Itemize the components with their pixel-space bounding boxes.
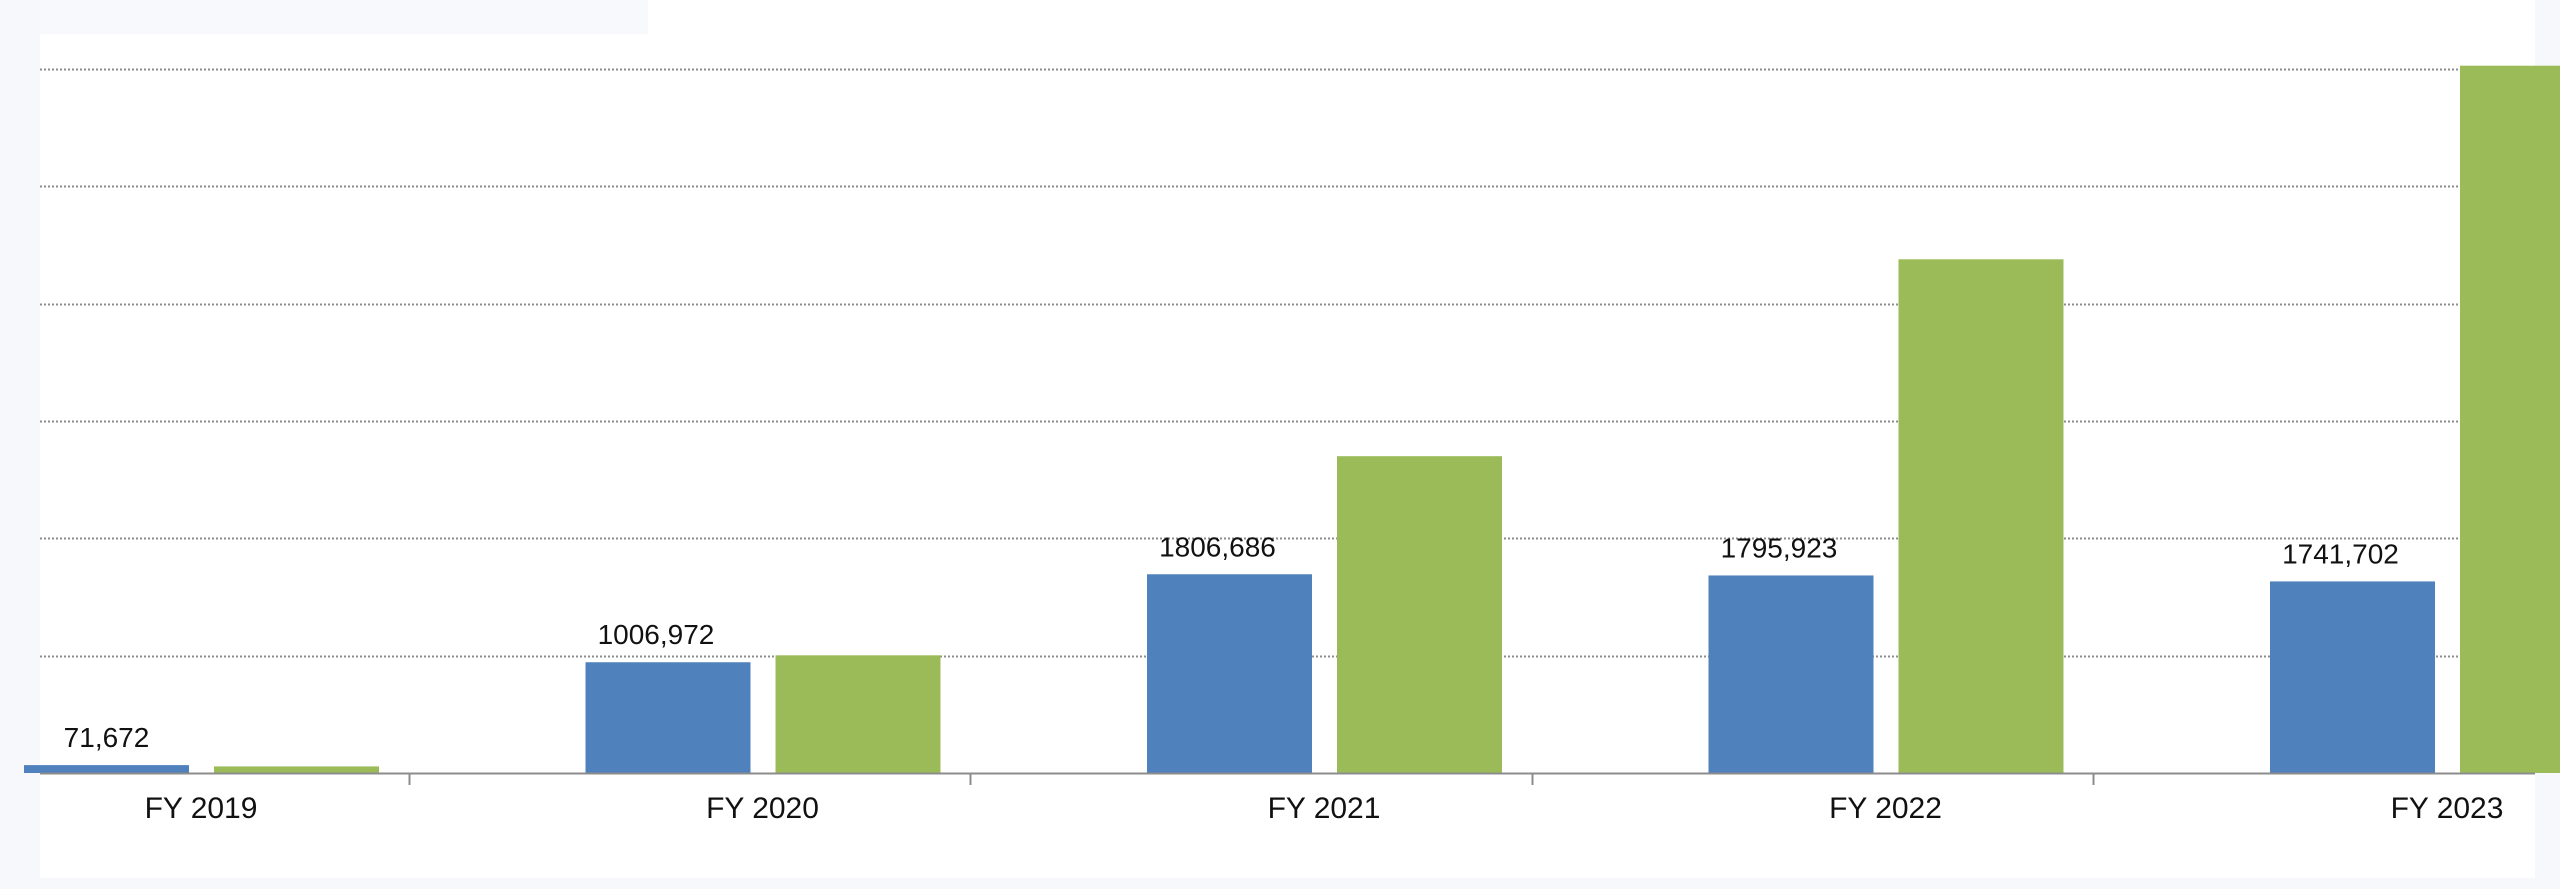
x-axis [40, 772, 2535, 785]
data-label-fy-2020: 1006,972 [598, 619, 715, 650]
data-label-fy-2022: 1795,923 [1721, 532, 1838, 563]
bar-blue-fy-2022 [1708, 575, 1874, 773]
bar-blue-fy-2021 [1147, 574, 1312, 773]
x-tick-label-fy-2022: FY 2022 [1829, 792, 1942, 825]
bar-green-fy-2023 [2460, 65, 2560, 773]
top-left-faint-band [40, 0, 648, 34]
x-tick-label-fy-2021: FY 2021 [1268, 792, 1381, 825]
x-tick-label-fy-2020: FY 2020 [706, 792, 819, 825]
bar-blue-fy-2020 [585, 662, 751, 773]
x-tick-label-fy-2019: FY 2019 [145, 792, 258, 825]
bar-green-fy-2019 [214, 766, 379, 773]
bars [24, 65, 2560, 773]
bar-green-fy-2021 [1337, 456, 1502, 773]
data-label-fy-2021: 1806,686 [1159, 531, 1276, 562]
labels: 71,672 FY 2019 1006,972 FY 2020 1806,686 FY 2… [64, 531, 2504, 825]
bar-green-fy-2022 [1898, 259, 2064, 773]
data-label-fy-2019: 71,672 [64, 722, 150, 753]
bar-green-fy-2020 [775, 655, 941, 773]
bar-blue-fy-2019 [24, 765, 189, 773]
x-tick-label-fy-2023: FY 2023 [2391, 792, 2504, 825]
bar-blue-fy-2023 [2270, 581, 2435, 773]
data-label-fy-2023: 1741,702 [2282, 538, 2399, 569]
